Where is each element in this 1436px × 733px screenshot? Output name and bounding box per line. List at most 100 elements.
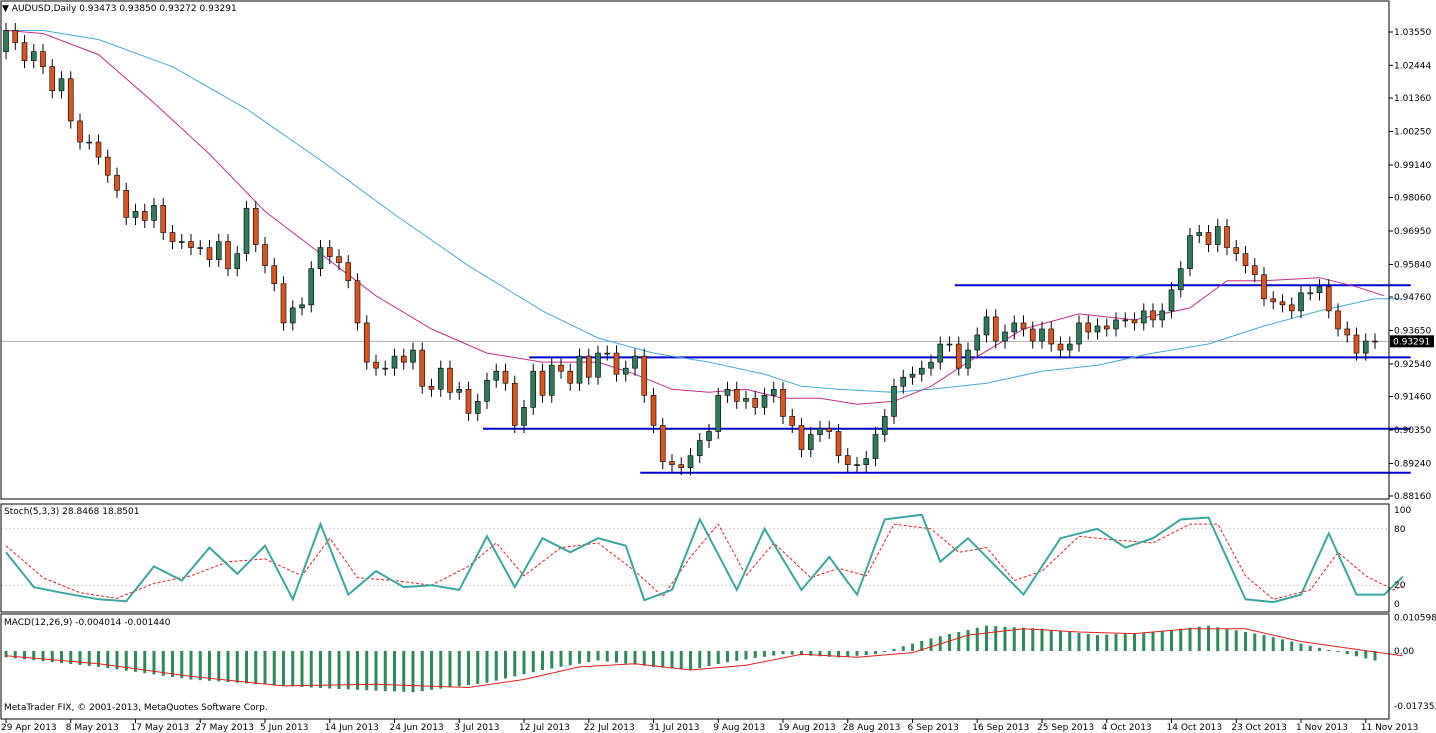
candle[interactable] <box>1140 303 1147 331</box>
candle[interactable] <box>206 240 213 268</box>
candle[interactable] <box>132 203 139 225</box>
candle[interactable] <box>530 363 537 415</box>
candle[interactable] <box>1224 218 1230 256</box>
candle[interactable] <box>965 342 971 376</box>
candle[interactable] <box>650 387 657 433</box>
candle[interactable] <box>104 149 111 183</box>
candle[interactable] <box>1242 246 1249 274</box>
candle[interactable] <box>49 59 56 99</box>
candle[interactable] <box>743 390 749 409</box>
candle[interactable] <box>474 393 481 421</box>
candle[interactable] <box>1196 224 1203 244</box>
candle[interactable] <box>114 167 120 198</box>
candle[interactable] <box>854 457 860 473</box>
candle[interactable] <box>141 203 148 228</box>
candle[interactable] <box>567 363 574 391</box>
candle[interactable] <box>706 423 712 449</box>
candle[interactable] <box>1372 333 1378 349</box>
candle[interactable] <box>1076 315 1082 352</box>
candle[interactable] <box>1168 282 1175 319</box>
moving-average-line[interactable] <box>6 30 1403 393</box>
candle[interactable] <box>891 378 897 424</box>
candle[interactable] <box>243 200 250 262</box>
candle[interactable] <box>548 357 555 403</box>
candle[interactable] <box>733 381 740 409</box>
candle[interactable] <box>900 369 907 394</box>
candle[interactable] <box>678 457 685 476</box>
candle[interactable] <box>1270 291 1277 310</box>
candle[interactable] <box>40 44 46 75</box>
candle[interactable] <box>271 258 278 292</box>
candle[interactable] <box>1288 297 1295 319</box>
candle[interactable] <box>1159 303 1166 328</box>
candle[interactable] <box>1039 321 1045 349</box>
candle[interactable] <box>58 71 65 99</box>
candle[interactable] <box>1316 279 1323 301</box>
candle[interactable] <box>881 408 888 443</box>
candle[interactable] <box>502 363 509 391</box>
candle[interactable] <box>780 381 786 424</box>
candle[interactable] <box>872 426 879 467</box>
candle[interactable] <box>1187 227 1193 277</box>
candle[interactable] <box>456 381 463 400</box>
candle[interactable] <box>447 360 453 400</box>
candle[interactable] <box>354 273 361 331</box>
candle[interactable] <box>188 234 194 256</box>
candle[interactable] <box>1048 321 1055 352</box>
candle[interactable] <box>613 345 620 382</box>
candle[interactable] <box>641 348 648 403</box>
candle[interactable] <box>3 22 9 60</box>
candle[interactable] <box>1362 333 1369 361</box>
macd-signal-line[interactable] <box>5 628 1403 689</box>
candle[interactable] <box>835 423 842 464</box>
candle[interactable] <box>1094 318 1101 340</box>
candle[interactable] <box>77 113 83 150</box>
candle[interactable] <box>1251 258 1258 283</box>
candle[interactable] <box>521 399 527 433</box>
candle[interactable] <box>197 240 204 256</box>
candle[interactable] <box>576 348 583 391</box>
candle[interactable] <box>1325 279 1332 319</box>
candle[interactable] <box>67 71 74 129</box>
candle[interactable] <box>308 261 315 313</box>
candle[interactable] <box>974 327 981 358</box>
candle[interactable] <box>1066 336 1073 358</box>
candle[interactable] <box>928 354 934 376</box>
candle[interactable] <box>151 197 157 228</box>
candle[interactable] <box>345 255 352 289</box>
candle[interactable] <box>373 354 379 376</box>
candle[interactable] <box>262 237 268 274</box>
candle[interactable] <box>1298 285 1304 319</box>
candle[interactable] <box>326 240 333 265</box>
candle[interactable] <box>937 336 944 370</box>
candle[interactable] <box>493 363 500 388</box>
candle[interactable] <box>1335 303 1341 337</box>
candle[interactable] <box>1353 327 1360 361</box>
dropdown-triangle-icon[interactable]: ▼ <box>2 4 9 14</box>
candle[interactable] <box>410 342 416 370</box>
candle[interactable] <box>798 417 805 458</box>
candle[interactable] <box>419 342 426 394</box>
candle[interactable] <box>1344 321 1351 343</box>
candle[interactable] <box>604 345 611 361</box>
moving-average-line[interactable] <box>5 30 1385 405</box>
candle[interactable] <box>770 381 777 403</box>
candle[interactable] <box>428 378 435 397</box>
candle[interactable] <box>863 451 870 473</box>
candle[interactable] <box>317 240 324 277</box>
candle[interactable] <box>696 432 703 464</box>
candle[interactable] <box>336 249 342 271</box>
price-panel[interactable] <box>1 22 1411 476</box>
candle[interactable] <box>86 134 93 150</box>
candle[interactable] <box>1177 261 1184 298</box>
candle[interactable] <box>752 390 759 415</box>
candle[interactable] <box>595 345 601 385</box>
candle[interactable] <box>280 276 287 331</box>
candle[interactable] <box>1233 240 1240 262</box>
candle[interactable] <box>511 375 518 433</box>
candle[interactable] <box>761 387 768 415</box>
candle[interactable] <box>1002 324 1008 349</box>
candle[interactable] <box>1307 285 1314 301</box>
candle[interactable] <box>160 197 167 241</box>
candle[interactable] <box>715 387 722 440</box>
